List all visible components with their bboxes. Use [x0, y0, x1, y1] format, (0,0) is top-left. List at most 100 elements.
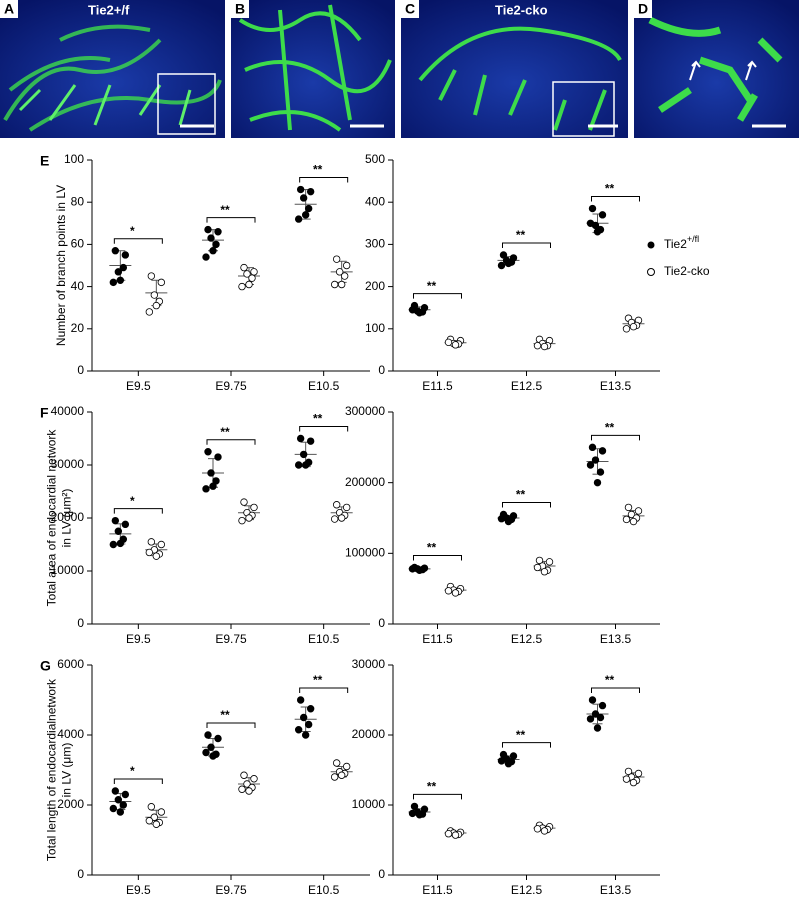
data-point [591, 710, 600, 718]
data-point [204, 731, 212, 739]
data-point [250, 268, 258, 276]
data-point [444, 587, 453, 595]
panel-label: F [40, 405, 49, 421]
data-point [330, 773, 339, 781]
data-point [533, 341, 542, 350]
data-point [586, 461, 595, 469]
x-tick-label: E12.5 [511, 379, 543, 393]
data-point [598, 701, 607, 710]
data-point [250, 775, 258, 783]
data-point [629, 517, 638, 526]
x-tick-label: E10.5 [308, 883, 340, 897]
significance-bracket [206, 439, 256, 445]
image-d: D [634, 0, 799, 138]
data-point [243, 270, 251, 278]
data-point [245, 280, 253, 289]
data-point [121, 790, 130, 799]
data-point [337, 280, 346, 289]
data-point [342, 261, 351, 270]
data-point [540, 342, 549, 351]
y-tick-label: 400 [365, 194, 385, 208]
data-point [535, 556, 544, 565]
significance-label: * [130, 224, 135, 238]
x-tick-label: E13.5 [600, 883, 632, 897]
y-axis-label: in LV (μm) [60, 743, 74, 798]
y-tick-label: 300 [365, 237, 385, 251]
y-tick-label: 2000 [57, 797, 84, 811]
x-tick-label: E11.5 [422, 379, 453, 393]
data-point [240, 771, 248, 779]
y-tick-label: 30000 [352, 657, 386, 671]
data-point [497, 261, 506, 270]
significance-label: ** [516, 488, 526, 502]
data-point [408, 809, 417, 818]
significance-label: * [130, 764, 135, 778]
data-point [119, 263, 128, 272]
y-tick-label: 100 [365, 321, 385, 335]
data-point [301, 731, 310, 739]
significance-label: ** [427, 780, 437, 794]
data-point [586, 715, 595, 723]
data-point [304, 204, 313, 213]
data-point [415, 566, 424, 574]
legend: Tie2+/fl Tie2-cko [647, 234, 710, 278]
y-axis-label: Total area of endocardial network [45, 429, 59, 607]
significance-bracket [591, 196, 640, 202]
significance-label: ** [516, 728, 526, 742]
significance-bracket [113, 238, 163, 244]
image-label: Tie2-cko [495, 2, 548, 17]
data-point [119, 801, 128, 809]
panel-label: G [40, 658, 51, 674]
data-point [207, 743, 215, 751]
significance-label: ** [220, 425, 230, 439]
data-point [207, 234, 215, 242]
data-point [596, 713, 605, 722]
data-point [152, 301, 161, 310]
data-point [622, 325, 631, 333]
data-point [296, 434, 305, 443]
data-point [332, 759, 341, 767]
data-point [202, 253, 210, 261]
significance-bracket [413, 293, 462, 299]
legend-marker [647, 241, 655, 249]
significance-label: ** [516, 228, 526, 242]
data-point [622, 515, 631, 524]
significance-label: ** [427, 541, 437, 555]
data-point [451, 831, 460, 839]
data-point [598, 211, 607, 219]
y-axis-label: in LV (μm²) [60, 489, 74, 548]
data-point [593, 724, 602, 732]
data-point [209, 247, 217, 255]
x-tick-label: E9.5 [126, 632, 151, 646]
data-point [209, 752, 217, 760]
data-point [596, 468, 605, 476]
data-point [147, 538, 156, 546]
data-point [629, 322, 638, 331]
data-point [499, 251, 508, 259]
image-c: C Tie2-cko [401, 0, 628, 138]
y-axis-label: Number of branch points in LV [54, 185, 68, 346]
x-tick-label: E10.5 [308, 379, 340, 393]
data-point [304, 720, 313, 729]
panel-letter: C [405, 1, 415, 17]
y-tick-label: 30000 [51, 457, 85, 471]
data-point [444, 338, 453, 347]
data-point [147, 272, 156, 280]
significance-label: ** [605, 182, 615, 196]
significance-label: ** [427, 279, 437, 293]
data-point [634, 507, 643, 515]
panel-letter: D [638, 1, 648, 17]
data-point [598, 447, 607, 455]
y-tick-label: 200000 [345, 475, 385, 489]
y-tick-label: 0 [378, 867, 385, 881]
significance-label: ** [220, 708, 230, 722]
x-tick-label: E9.75 [215, 883, 247, 897]
y-tick-label: 0 [378, 616, 385, 630]
significance-bracket [502, 501, 551, 508]
x-tick-label: E11.5 [422, 883, 453, 897]
data-point [111, 516, 120, 525]
y-tick-label: 500 [365, 152, 385, 166]
data-point [540, 568, 549, 576]
data-point [294, 215, 303, 223]
data-point [588, 204, 597, 213]
